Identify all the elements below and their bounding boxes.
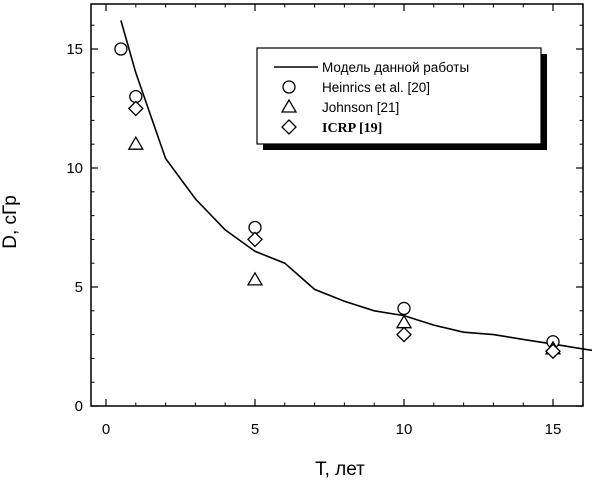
legend-diamond-swatch <box>281 119 297 135</box>
legend-label: Модель данной работы <box>322 60 469 75</box>
x-tick-label: 5 <box>251 421 259 438</box>
legend-items: Модель данной работы Heinrics et al. [20]… <box>274 60 469 136</box>
legend-triangle-swatch <box>280 98 298 113</box>
x-tick-label: 15 <box>545 421 562 438</box>
diamond-point <box>247 231 263 248</box>
series-circle <box>114 42 560 349</box>
legend: Модель данной работы Heinrics et al. [20]… <box>256 47 547 150</box>
y-tick-label: 0 <box>75 398 83 415</box>
legend-circle-swatch <box>282 80 296 94</box>
legend-label: Heinrics et al. [20] <box>322 80 430 95</box>
plot-frame <box>90 3 584 407</box>
triangle-point <box>127 135 144 150</box>
model-curve <box>120 20 592 352</box>
x-axis-title: T, лет <box>315 459 365 480</box>
y-axis-title: D, сГр <box>0 195 21 249</box>
y-tick-label: 15 <box>66 41 83 58</box>
legend-label: Johnson [21] <box>322 100 399 115</box>
axis-ticks <box>91 4 584 407</box>
diamond-point <box>545 343 561 360</box>
axis-tick-labels: 051015202530051015 <box>66 41 562 438</box>
legend-label: ICRP [19] <box>322 121 382 136</box>
y-tick-label: 5 <box>75 279 83 296</box>
circle-point <box>114 42 128 56</box>
x-tick-label: 0 <box>102 421 110 438</box>
series-diamond <box>127 100 561 360</box>
circle-point <box>397 301 411 316</box>
legend-box <box>256 47 542 145</box>
y-tick-label: 10 <box>66 160 83 177</box>
triangle-point <box>246 271 264 286</box>
diamond-point <box>127 100 144 117</box>
x-tick-label: 10 <box>396 421 413 438</box>
series-layer <box>114 20 592 360</box>
diamond-point <box>396 326 412 343</box>
series-model-line <box>120 20 592 352</box>
